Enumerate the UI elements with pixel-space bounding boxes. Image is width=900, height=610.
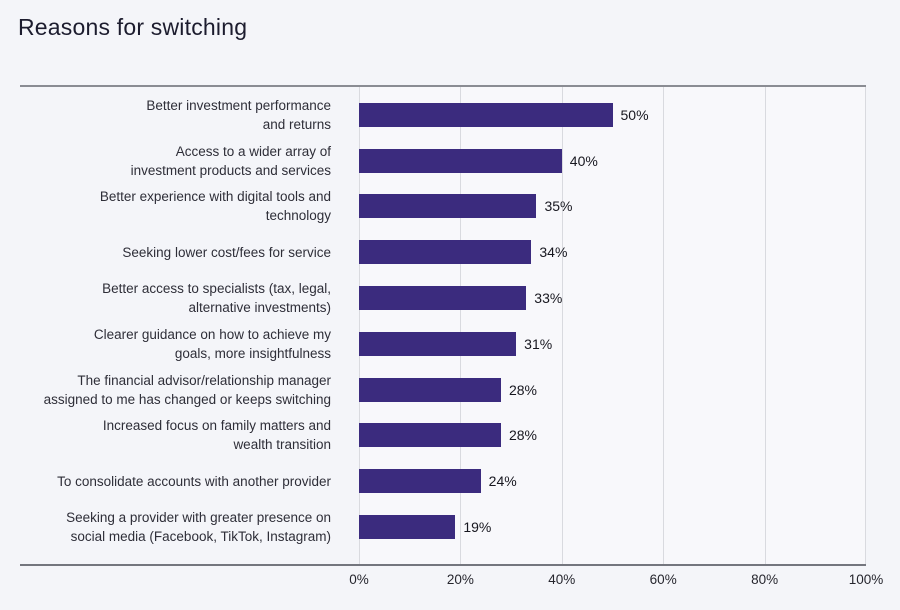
bar-row: Increased focus on family matters and we… bbox=[20, 413, 866, 459]
category-label: Clearer guidance on how to achieve my go… bbox=[93, 326, 331, 361]
gridline bbox=[359, 87, 360, 564]
bar bbox=[359, 148, 562, 173]
category-label: Seeking lower cost/fees for service bbox=[122, 244, 331, 260]
gridline bbox=[764, 87, 766, 564]
bar-row: The financial advisor/relationship manag… bbox=[20, 367, 866, 413]
x-tick-label: 40% bbox=[548, 572, 576, 587]
bar bbox=[359, 377, 501, 402]
bar-row: Seeking a provider with greater presence… bbox=[20, 504, 866, 550]
value-label: 19% bbox=[463, 519, 492, 536]
category-label: Access to a wider array of investment pr… bbox=[130, 143, 331, 178]
category-label: The financial advisor/relationship manag… bbox=[43, 372, 331, 407]
x-tick-label: 100% bbox=[848, 572, 884, 587]
value-label: 34% bbox=[539, 244, 568, 261]
bar-row: Clearer guidance on how to achieve my go… bbox=[20, 321, 866, 367]
bar-chart: Better investment performance and return… bbox=[20, 85, 866, 566]
category-label: Better access to specialists (tax, legal… bbox=[102, 281, 331, 316]
x-axis: 0% 20% 40% 60% 80% 100% bbox=[349, 572, 883, 592]
bar bbox=[359, 102, 613, 127]
bar-row: Better experience with digital tools and… bbox=[20, 184, 866, 230]
bar-row: Seeking lower cost/fees for service 34% bbox=[20, 229, 866, 275]
bar bbox=[359, 286, 527, 311]
category-label: To consolidate accounts with another pro… bbox=[57, 473, 331, 489]
x-tick-label: 0% bbox=[349, 572, 369, 587]
value-label: 28% bbox=[508, 381, 537, 398]
gridline bbox=[663, 87, 665, 564]
bar-row: Better investment performance and return… bbox=[20, 92, 866, 138]
value-label: 50% bbox=[620, 106, 649, 123]
bar bbox=[359, 515, 456, 540]
gridline bbox=[865, 87, 866, 564]
value-label: 28% bbox=[508, 427, 537, 444]
category-label: Seeking a provider with greater presence… bbox=[66, 510, 331, 545]
gridline bbox=[460, 87, 462, 564]
bar-row: Better access to specialists (tax, legal… bbox=[20, 275, 866, 321]
value-label: 33% bbox=[534, 290, 563, 307]
bar bbox=[359, 331, 517, 356]
value-label: 31% bbox=[524, 335, 553, 352]
gridline bbox=[561, 87, 563, 564]
chart-title: Reasons for switching bbox=[18, 14, 248, 40]
bar bbox=[359, 423, 501, 448]
bar bbox=[359, 240, 532, 265]
bar-row: To consolidate accounts with another pro… bbox=[20, 458, 866, 504]
x-tick-label: 20% bbox=[446, 572, 474, 587]
value-label: 24% bbox=[488, 473, 517, 490]
category-label: Better experience with digital tools and… bbox=[99, 189, 331, 224]
bar bbox=[359, 194, 537, 219]
value-label: 35% bbox=[544, 198, 573, 215]
value-label: 40% bbox=[569, 152, 598, 169]
category-label: Increased focus on family matters and we… bbox=[102, 418, 331, 453]
x-tick-label: 80% bbox=[751, 572, 779, 587]
bar-row: Access to a wider array of investment pr… bbox=[20, 138, 866, 184]
x-tick-label: 60% bbox=[649, 572, 677, 587]
category-label: Better investment performance and return… bbox=[146, 97, 331, 132]
bar-rows: Better investment performance and return… bbox=[20, 87, 866, 564]
bar bbox=[359, 469, 481, 494]
